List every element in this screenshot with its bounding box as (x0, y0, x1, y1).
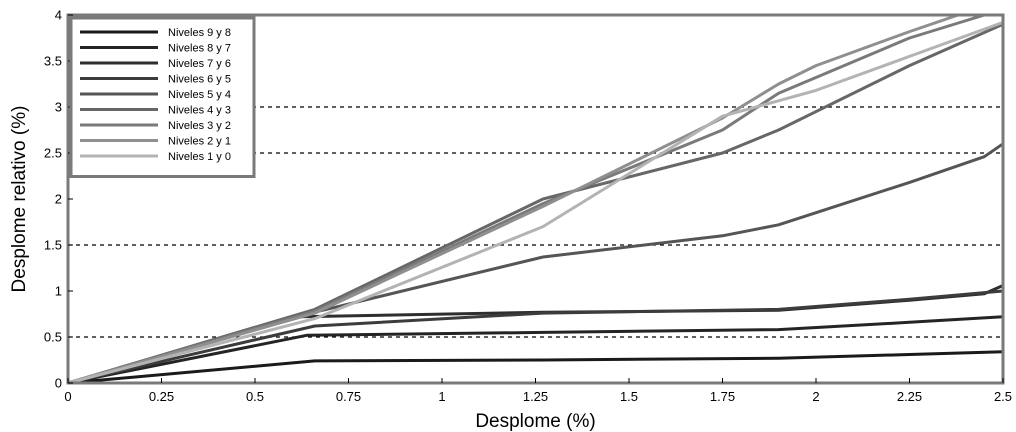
x-axis-ticks: 0 0.25 0.5 0.75 1 1.25 1.5 1.75 2 2.25 2.5 (64, 378, 1012, 404)
legend-label: Niveles 2 y 1 (168, 136, 231, 148)
legend-label: Niveles 9 y 8 (168, 27, 231, 39)
x-tick-label: 1.5 (620, 389, 638, 404)
series-line-1 (66, 350, 1005, 385)
y-tick-label: 2.5 (44, 146, 62, 161)
x-axis-title: Desplome (%) (475, 411, 595, 432)
y-tick-label: 3 (55, 100, 62, 115)
legend-box (69, 16, 256, 178)
x-tick-label: 0.5 (246, 389, 264, 404)
x-tick-label: 2 (812, 389, 819, 404)
legend-label: Niveles 7 y 6 (168, 58, 231, 70)
x-tick-label: 2.5 (994, 389, 1012, 404)
y-tick-label: 3.5 (44, 54, 62, 69)
y-tick-label: 1.5 (44, 238, 62, 253)
series-line-8 (66, 13, 960, 385)
series-line-7 (66, 13, 986, 385)
x-tick-label: 0.25 (149, 389, 174, 404)
x-tick-label: 0 (64, 389, 71, 404)
legend-label: Niveles 5 y 4 (168, 89, 231, 101)
x-tick-label: 1 (438, 389, 445, 404)
legend-label: Niveles 3 y 2 (168, 120, 231, 132)
x-tick-label: 1.25 (523, 389, 548, 404)
legend: Niveles 9 y 8 Niveles 8 y 7 Niveles 7 y 6 N… (69, 16, 256, 178)
series-line-6 (66, 22, 1005, 385)
y-axis-title: Desplome relativo (%) (9, 106, 30, 293)
legend-label: Niveles 1 y 0 (168, 151, 231, 163)
legend-label: Niveles 4 y 3 (168, 105, 231, 117)
legend-label: Niveles 8 y 7 (168, 43, 231, 55)
y-tick-label: 1 (55, 284, 62, 299)
legend-label: Niveles 6 y 5 (168, 74, 231, 86)
x-tick-label: 0.75 (336, 389, 361, 404)
y-tick-label: 4 (55, 8, 62, 23)
y-tick-label: 0 (55, 376, 62, 391)
y-tick-label: 0.5 (44, 330, 62, 345)
series-line-9 (66, 20, 1005, 385)
series-lines (66, 13, 1005, 385)
series-line-4 (66, 289, 1005, 385)
y-axis-ticks: 0 0.5 1 1.5 2 2.5 3 3.5 4 (44, 8, 73, 391)
x-tick-label: 2.25 (897, 389, 922, 404)
y-tick-label: 2 (55, 192, 62, 207)
x-tick-label: 1.75 (710, 389, 735, 404)
series-line-2 (66, 315, 1005, 385)
